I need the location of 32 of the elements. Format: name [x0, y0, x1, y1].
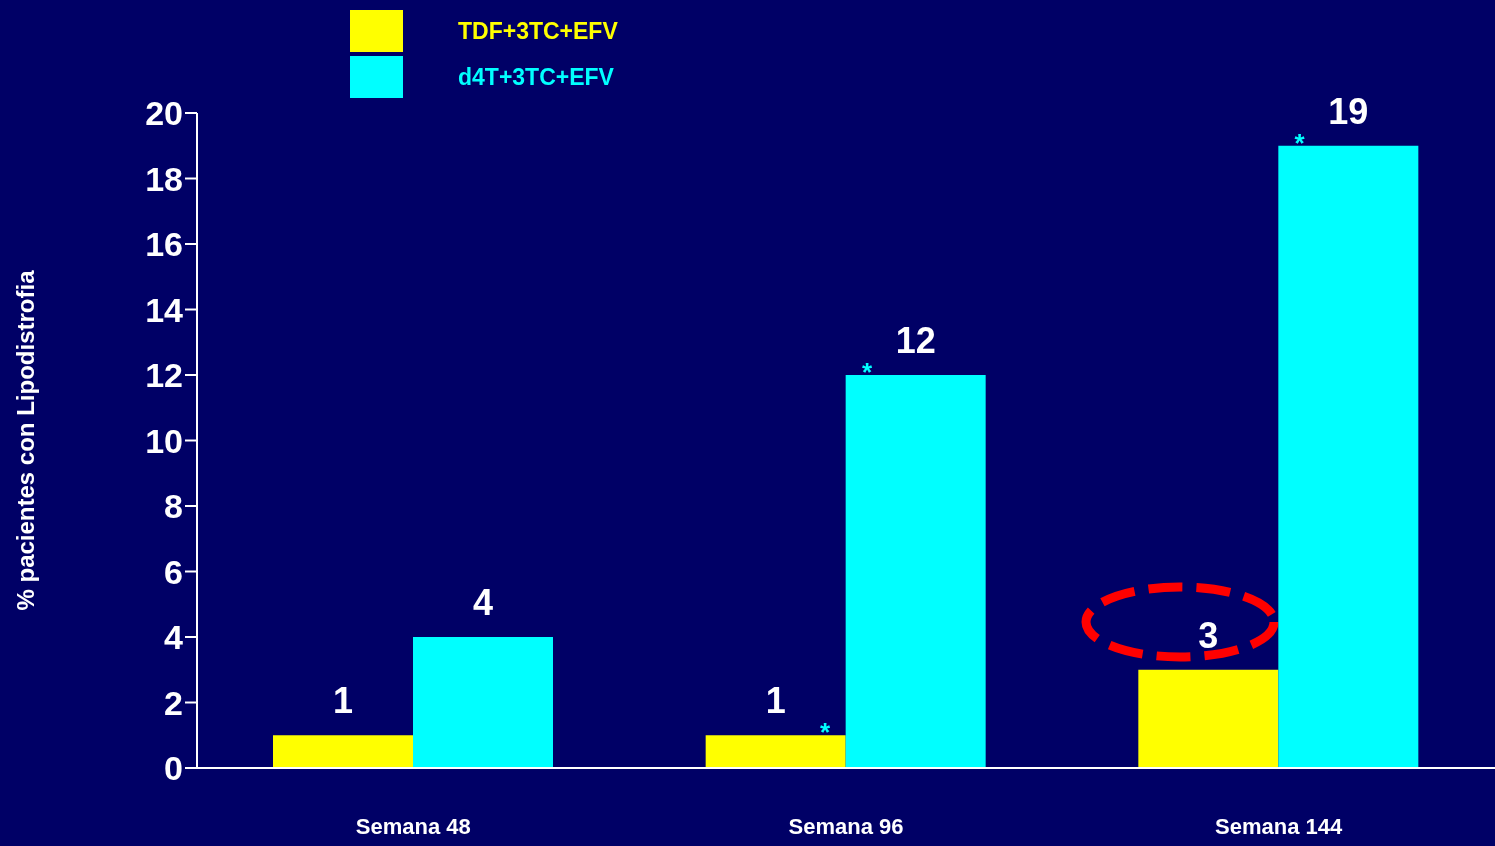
bar	[1138, 669, 1279, 768]
y-tick-label: 14	[145, 290, 184, 329]
data-label: 3	[1198, 614, 1219, 656]
data-label: 19	[1328, 90, 1369, 132]
data-label: 4	[472, 582, 494, 623]
data-label: 12	[895, 320, 936, 361]
x-tick-label: Semana 96	[788, 813, 904, 839]
y-tick-label: 0	[164, 749, 183, 788]
legend-label: TDF+3TC+EFV	[458, 17, 618, 45]
annotation: *	[1294, 127, 1306, 158]
bar	[845, 375, 986, 768]
y-tick-label: 6	[164, 552, 183, 591]
y-tick-label: 10	[145, 421, 183, 460]
y-tick-label: 2	[164, 683, 183, 722]
y-tick-label: 12	[145, 356, 183, 395]
legend-label: d4T+3TC+EFV	[458, 63, 614, 91]
annotation: *	[861, 357, 873, 387]
y-tick-label: 18	[145, 159, 183, 198]
y-tick-label: 20	[145, 94, 183, 133]
data-label: 1	[332, 680, 354, 722]
bar	[1278, 145, 1419, 768]
y-tick-label: 8	[164, 487, 183, 526]
x-tick-label: Semana 144	[1215, 813, 1344, 839]
y-tick-label: 16	[145, 225, 183, 264]
y-axis-title: % pacientes con Lipodistrofia	[11, 269, 39, 611]
x-tick-label: Semana 48	[355, 813, 471, 839]
annotation: *	[819, 717, 831, 748]
bar	[413, 637, 553, 768]
bar	[273, 735, 413, 768]
bar	[705, 735, 846, 768]
y-tick-label: 4	[164, 618, 184, 657]
data-label: 1	[765, 680, 786, 722]
